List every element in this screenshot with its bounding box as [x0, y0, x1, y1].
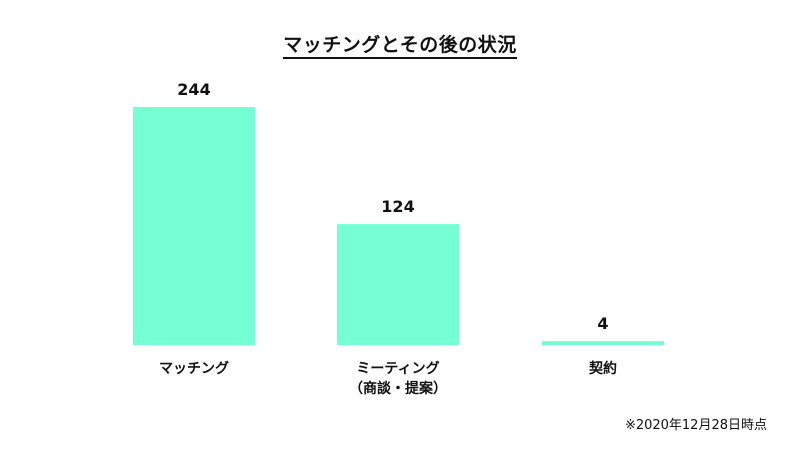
- category-label-3: 契約: [588, 360, 617, 377]
- bar-1: [133, 107, 255, 345]
- bar-2: [337, 224, 459, 345]
- data-label-2: 124: [381, 197, 414, 216]
- chart-title-text: マッチングとその後の状況: [283, 34, 517, 59]
- category-label-2-line-1: ミーティング: [356, 360, 439, 377]
- data-label-3: 4: [597, 314, 608, 333]
- data-label-1: 244: [177, 80, 210, 99]
- category-label-1: マッチング: [159, 360, 229, 377]
- category-label-2-line-2: （商談・提案）: [349, 380, 447, 397]
- bar-3: [542, 341, 664, 345]
- footnote: ※2020年12月28日時点: [624, 418, 767, 433]
- chart-title: マッチングとその後の状況: [0, 30, 800, 59]
